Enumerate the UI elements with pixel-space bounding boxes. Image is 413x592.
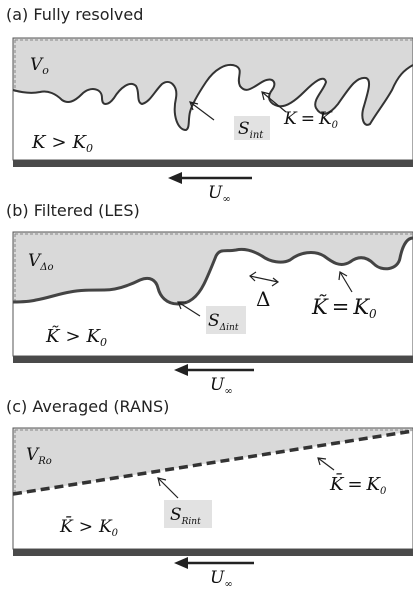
panel-b: VΔo K̃ > K0 SΔint Δ K̃ = K0 U∞ xyxy=(12,231,413,397)
panel-b-iso-label: K̃ = K0 xyxy=(311,295,377,321)
panel-c-flow-arrowhead xyxy=(174,557,188,569)
panel-b-interface-curve xyxy=(12,236,413,306)
panel-a-velocity-label: U∞ xyxy=(208,183,231,205)
panel-b-iso-pointer xyxy=(339,271,353,293)
panel-c-interface-pointer-head xyxy=(157,477,167,487)
panel-c-velocity-label: U∞ xyxy=(210,568,233,590)
panel-a-iso-pointer-head xyxy=(261,91,271,101)
panel-b-filter-width-arrow-left xyxy=(249,271,257,282)
panel-c-wall xyxy=(13,549,413,556)
panel-b-shaded-region xyxy=(13,232,413,304)
panel-a-interface-curve xyxy=(12,64,413,132)
panel-a-iso-label: K = K0 xyxy=(283,109,339,131)
panel-b-iso-pointer-head xyxy=(338,271,348,281)
panel-c-region-label: K̄ > K0 xyxy=(59,515,119,539)
panel-b-region-label: K̃ > K0 xyxy=(45,325,107,349)
panel-a-flow-arrowhead xyxy=(168,172,182,184)
panel-a-dashed-border xyxy=(14,39,413,92)
panel-c-interface-label-box xyxy=(164,500,212,528)
panel-a-volume-label: Vo xyxy=(30,55,49,77)
caption-b: (b) Filtered (LES) xyxy=(6,201,140,220)
panel-a-shaded-region xyxy=(13,38,413,130)
panel-a-iso-pointer xyxy=(261,91,287,113)
panel-a-interface-pointer xyxy=(189,101,215,121)
panel-c-volume-label: VRo xyxy=(26,445,52,467)
panel-c-interface-label: SRint xyxy=(170,505,201,527)
panel-b-filter-width-arrow-right xyxy=(271,277,280,287)
panel-b-wall xyxy=(13,356,413,363)
panel-b-interface-label: SΔint xyxy=(208,311,239,333)
panel-a-interface-label: Sint xyxy=(238,119,264,141)
panel-c-interface-pointer xyxy=(157,477,179,499)
caption-a: (a) Fully resolved xyxy=(6,5,144,24)
panel-b-volume-label: VΔo xyxy=(28,251,54,273)
panel-b-dashed-border xyxy=(14,233,413,302)
panel-a-region-label: K > K0 xyxy=(31,132,93,155)
panel-c-iso-pointer xyxy=(317,457,335,471)
panel-b-interface-label-box xyxy=(206,306,246,334)
panel-a-interface-label-box xyxy=(234,116,270,140)
panel-c-iso-pointer-head xyxy=(317,457,327,466)
panel-b-filter-width-label: Δ xyxy=(256,287,270,311)
panel-a-wall xyxy=(13,160,413,167)
panel-c-interface-line xyxy=(12,429,413,496)
panel-a-interface-pointer-head xyxy=(189,101,199,111)
panel-b-velocity-label: U∞ xyxy=(210,375,233,397)
panel-c: VRo K̄ > K0 SRint K̄ = K0 U∞ xyxy=(12,427,413,590)
panel-c-dashed-border xyxy=(14,429,413,494)
panel-c-iso-label: K̄ = K0 xyxy=(329,472,387,497)
panel-b-flow-arrowhead xyxy=(174,364,188,376)
panel-a: Vo K > K0 Sint K = K0 U∞ xyxy=(12,37,413,205)
panel-b-filter-width-arrow xyxy=(249,275,279,283)
panel-b-interface-pointer xyxy=(177,301,201,317)
caption-c: (c) Averaged (RANS) xyxy=(6,397,170,416)
panel-b-interface-pointer-head xyxy=(177,301,186,310)
